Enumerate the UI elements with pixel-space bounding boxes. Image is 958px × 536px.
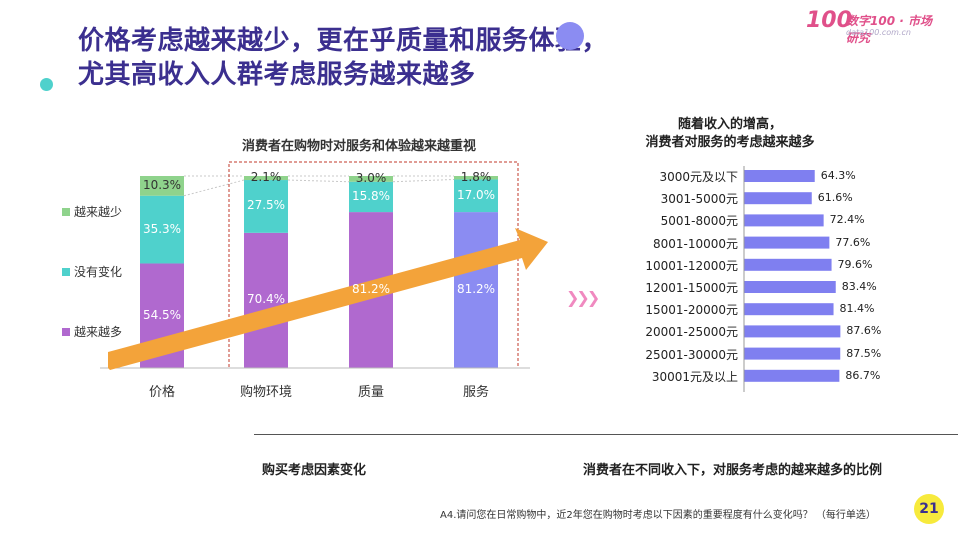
income-bar-value-label: 87.5% — [846, 346, 882, 360]
bar-value-label: 27.5% — [246, 198, 286, 213]
left-bars-group — [140, 176, 498, 368]
bar-segment-less — [244, 176, 288, 181]
bar-value-label: 70.4% — [246, 292, 286, 307]
income-bar-value-label: 87.6% — [846, 324, 882, 338]
income-bar-value-label: 81.4% — [839, 302, 875, 316]
y-tick-label: 10001-12000元 — [645, 258, 738, 273]
y-tick-label: 12001-15000元 — [645, 281, 738, 295]
bar-segment-less — [349, 176, 393, 182]
y-tick-label: 20001-25000元 — [645, 325, 738, 340]
bar-value-label: 81.2% — [351, 282, 391, 297]
decorative-circle-purple — [556, 22, 584, 50]
divider-line — [254, 434, 958, 435]
y-tick-label: 25001-30000元 — [645, 347, 738, 362]
title-line-1: 价格考虑越来越少，更在乎质量和服务体验， — [78, 26, 609, 56]
income-bar — [744, 325, 841, 338]
bar-segment-more — [454, 212, 498, 368]
bar-value-label: 81.2% — [456, 282, 496, 297]
caption-left: 购买考虑因素变化 — [262, 463, 367, 478]
legend-item-same: 没有变化 — [62, 263, 122, 280]
income-bar — [744, 281, 836, 293]
income-bar — [744, 347, 841, 360]
chevron-right-icon: ❯❯❯ — [566, 288, 600, 307]
bar-value-label: 10.3% — [142, 177, 182, 192]
income-bar-value-label: 72.4% — [829, 213, 865, 227]
logo-brand: 数字100 · 市场研究 — [846, 14, 932, 45]
income-bar — [744, 236, 830, 249]
bar-segment-less — [140, 176, 184, 196]
bar-value-label: 35.3% — [142, 221, 182, 236]
income-bar — [744, 303, 834, 316]
left-chart-title: 消费者在购物时对服务和体验越来越重视 — [242, 139, 477, 154]
legend-item-less: 越来越少 — [62, 203, 122, 220]
right-chart-title: 随着收入的增高， 消费者对服务的考虑越来越多 — [600, 116, 860, 152]
legend-label-same: 没有变化 — [74, 265, 123, 279]
income-bar — [744, 170, 815, 182]
x-tick-label: 购物环境 — [239, 385, 292, 400]
y-tick-label: 30001元及以上 — [651, 369, 738, 384]
income-bar-value-label: 79.6% — [837, 257, 873, 271]
bar-segment-same — [454, 179, 498, 213]
caption-right: 消费者在不同收入下，对服务考虑的越来越多的比例 — [583, 463, 883, 478]
bar-value-label: 2.1% — [250, 170, 282, 185]
page-title: 价格考虑越来越少，更在乎质量和服务体验， 尤其高收入人群考虑服务越来越多 — [78, 24, 608, 92]
decorative-circle-teal — [40, 78, 53, 91]
y-tick-label: 15001-20000元 — [645, 303, 738, 318]
income-bar-value-label: 61.6% — [817, 191, 853, 205]
left-connectors-group — [183, 175, 455, 197]
legend-label-less: 越来越少 — [74, 205, 123, 219]
right-chart-title-line-1: 随着收入的增高， — [677, 117, 782, 132]
y-tick-label: 8001-10000元 — [652, 236, 738, 251]
logo-domain: data100.com.cn — [846, 28, 911, 37]
bar-value-label: 15.8% — [351, 188, 391, 203]
x-tick-label: 价格 — [148, 385, 175, 400]
y-tick-label: 5001-8000元 — [660, 214, 738, 229]
right-chart-title-line-2: 消费者对服务的考虑越来越多 — [645, 135, 815, 150]
bar-segment-more — [244, 232, 288, 368]
legend-swatch-same — [62, 267, 70, 276]
income-bar-value-label: 86.7% — [845, 368, 881, 382]
connector-line — [183, 179, 245, 197]
income-bar-value-label: 64.3% — [820, 169, 856, 182]
income-bar — [744, 214, 824, 227]
legend-label-more: 越来越多 — [74, 325, 123, 339]
highlight-box — [228, 161, 519, 369]
logo-number: 100 — [806, 8, 852, 33]
legend-item-more: 越来越多 — [62, 323, 122, 340]
legend-swatch-more — [62, 327, 70, 336]
right-bars-group — [743, 166, 841, 392]
income-bar — [744, 192, 812, 205]
connector-line — [392, 178, 455, 183]
legend-swatch-less — [62, 207, 70, 216]
bar-value-label: 17.0% — [456, 187, 496, 202]
y-tick-label: 3001-5000元 — [660, 192, 738, 207]
x-tick-label: 服务 — [462, 385, 489, 400]
bar-value-label: 1.8% — [460, 169, 492, 184]
bar-segment-same — [244, 180, 288, 233]
title-line-2: 尤其高收入人群考虑服务越来越多 — [78, 60, 476, 90]
x-tick-label: 质量 — [357, 385, 384, 400]
bar-value-label: 3.0% — [355, 170, 387, 185]
footnote: A4.请问您在日常购物中，近2年您在购物时考虑以下因素的重要程度有什么变化吗？ … — [440, 510, 876, 521]
bar-value-label: 54.5% — [142, 307, 182, 322]
income-bar — [744, 258, 832, 271]
y-tick-label: 3000元及以下 — [659, 170, 738, 184]
bar-segment-less — [454, 176, 498, 180]
income-bar-value-label: 83.4% — [841, 280, 877, 293]
trend-arrow — [108, 228, 548, 370]
connector-line — [287, 179, 350, 183]
income-bar-value-label: 77.6% — [835, 235, 871, 249]
page-number: 21 — [914, 494, 944, 524]
income-bar — [744, 369, 840, 382]
brand-logo: 100 数字100 · 市场研究 data100.com.cn — [806, 8, 938, 45]
bar-segment-same — [140, 195, 184, 264]
bar-segment-same — [349, 181, 393, 213]
